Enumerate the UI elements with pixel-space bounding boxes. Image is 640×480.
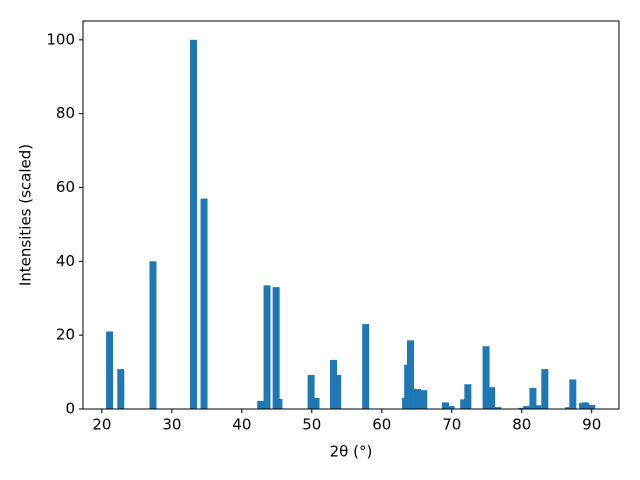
y-tick-label: 40 xyxy=(56,252,75,270)
y-tick-label: 80 xyxy=(56,104,75,122)
bar xyxy=(334,375,342,409)
bar xyxy=(330,359,338,409)
x-tick-label: 50 xyxy=(302,416,321,434)
x-tick-label: 30 xyxy=(162,416,181,434)
bar xyxy=(541,369,549,409)
bar xyxy=(565,407,573,409)
plot-frame xyxy=(82,20,620,410)
x-tick-label: 40 xyxy=(232,416,251,434)
bar xyxy=(581,402,589,409)
bar xyxy=(362,324,370,409)
bar xyxy=(413,389,421,409)
bar xyxy=(494,407,502,409)
bar xyxy=(464,384,472,409)
y-axis-label: Intensities (scaled) xyxy=(17,144,35,286)
y-tick-label: 20 xyxy=(56,326,75,344)
bar xyxy=(518,407,526,409)
bar xyxy=(200,198,208,409)
y-tick-label: 100 xyxy=(46,30,75,48)
x-tick-label: 60 xyxy=(372,416,391,434)
bar xyxy=(482,346,490,409)
bar xyxy=(307,375,315,409)
bar xyxy=(275,399,283,409)
y-tick-label: 0 xyxy=(65,400,75,418)
y-tick-label: 60 xyxy=(56,178,75,196)
bar xyxy=(569,379,577,409)
bar xyxy=(117,369,125,409)
bar xyxy=(312,397,320,409)
x-tick-label: 90 xyxy=(582,416,601,434)
bar xyxy=(420,390,428,409)
x-tick-label: 70 xyxy=(442,416,461,434)
bar xyxy=(106,331,114,409)
bar xyxy=(263,285,271,409)
bar xyxy=(529,387,537,409)
bar xyxy=(441,402,449,409)
bar xyxy=(257,400,265,409)
bar xyxy=(272,287,280,409)
x-tick-label: 20 xyxy=(92,416,111,434)
bar xyxy=(588,404,596,409)
bar xyxy=(460,399,468,409)
bar xyxy=(523,406,531,409)
bar xyxy=(149,261,157,409)
x-axis-label: 2θ (°) xyxy=(330,443,373,461)
bar xyxy=(534,405,542,409)
bar xyxy=(406,340,414,409)
bar xyxy=(190,39,198,409)
bar xyxy=(447,406,455,409)
bar xyxy=(488,387,496,409)
x-tick-label: 80 xyxy=(512,416,531,434)
